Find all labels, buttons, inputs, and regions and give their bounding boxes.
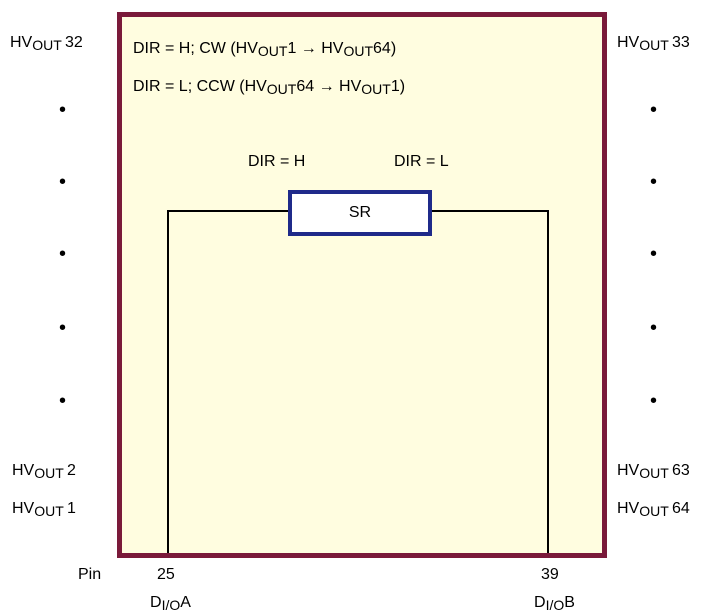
- right-output-last-label: HVOUT 64: [617, 500, 690, 519]
- right-ellipsis-dot: •: [650, 317, 658, 339]
- left-output-last-label: HVOUT 1: [12, 500, 76, 519]
- dir-high-label: DIR = H: [248, 153, 306, 170]
- left-ellipsis-dot: •: [59, 243, 67, 265]
- left-ellipsis-dot: •: [59, 390, 67, 412]
- right-pin-name: DI/OB: [534, 594, 575, 613]
- chip-body: [117, 12, 607, 558]
- right-ellipsis-dot: •: [650, 99, 658, 121]
- left-output-second-last-label: HVOUT 2: [12, 462, 76, 481]
- shift-register-box: SR: [288, 190, 432, 236]
- right-ellipsis-dot: •: [650, 171, 658, 193]
- left-ellipsis-dot: •: [59, 317, 67, 339]
- left-wire: [167, 210, 290, 553]
- right-output-top-label: HVOUT 33: [617, 34, 690, 53]
- left-output-top-label: HVOUT 32: [10, 34, 83, 53]
- right-wire: [426, 210, 549, 553]
- left-pin-name: DI/OA: [150, 594, 191, 613]
- ccw-mode-line: DIR = L; CCW (HVOUT64 → HVOUT1): [133, 78, 406, 97]
- shift-register-label: SR: [348, 204, 372, 221]
- left-pin-number: 25: [157, 566, 175, 583]
- dir-low-label: DIR = L: [394, 153, 449, 170]
- left-ellipsis-dot: •: [59, 171, 67, 193]
- right-ellipsis-dot: •: [650, 390, 658, 412]
- right-pin-number: 39: [541, 566, 559, 583]
- right-output-second-last-label: HVOUT 63: [617, 462, 690, 481]
- pin-heading-label: Pin: [78, 566, 102, 583]
- left-ellipsis-dot: •: [59, 99, 67, 121]
- right-ellipsis-dot: •: [650, 243, 658, 265]
- cw-mode-line: DIR = H; CW (HVOUT1 → HVOUT64): [133, 40, 397, 59]
